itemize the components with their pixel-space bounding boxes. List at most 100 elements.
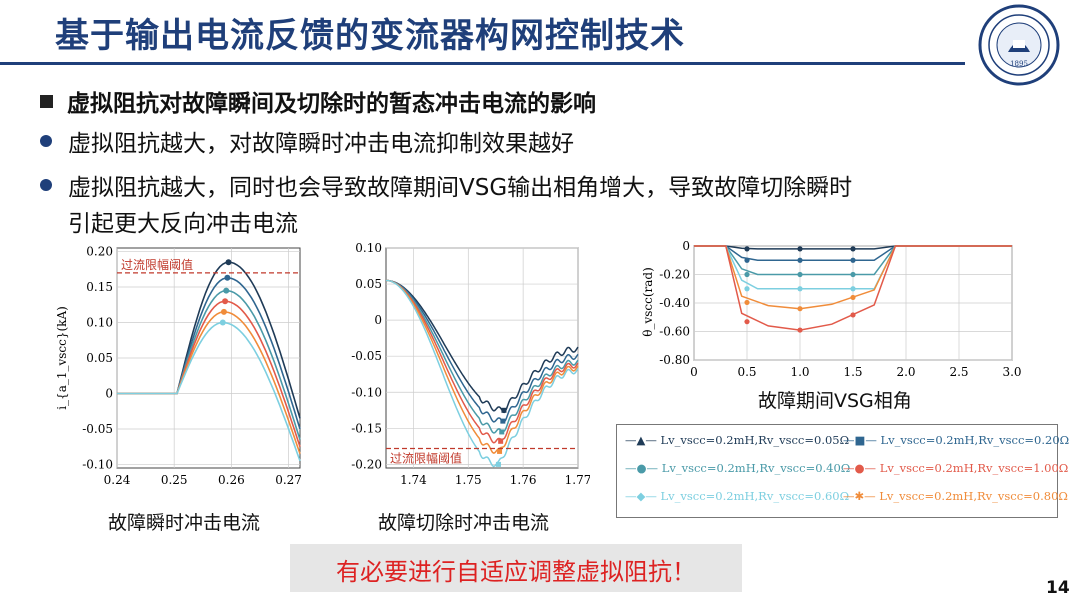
y-axis-label: θ_vscc(rad) bbox=[641, 267, 655, 337]
series-marker bbox=[797, 246, 803, 252]
series-line bbox=[117, 289, 301, 440]
series-marker bbox=[850, 246, 856, 252]
svg-text:1895: 1895 bbox=[1010, 60, 1028, 68]
bullet-item: 虚拟阻抗越大，对故障瞬时冲击电流抑制效果越好 bbox=[40, 124, 574, 158]
square-bullet-icon bbox=[40, 95, 53, 108]
x-tick-label: 1.75 bbox=[455, 473, 482, 487]
y-tick-label: 0.20 bbox=[86, 245, 113, 259]
bullet-text: 虚拟阻抗越大，同时也会导致故障期间VSG输出相角增大，导致故障切除瞬时 bbox=[68, 175, 853, 201]
series-line bbox=[386, 279, 579, 424]
vsg-phase-angle-chart: 0 0.5 1.0 1.5 2.0 2.5 3.0 0 -0.20 -0.40 -0.60 -0.80… bbox=[641, 240, 1022, 379]
y-tick-label: -0.15 bbox=[351, 421, 382, 435]
legend-item: —●— Lv_vscc=0.2mH,Rv_vscc=1.00Ω bbox=[843, 461, 1068, 475]
series-line bbox=[386, 279, 579, 444]
series-marker bbox=[499, 429, 505, 435]
y-tick-label: -0.20 bbox=[351, 457, 382, 471]
legend-item: —◆— Lv_vscc=0.2mH,Rv_vscc=0.60Ω bbox=[625, 489, 849, 503]
legend-label: Lv_vscc=0.2mH,Rv_vscc=0.40Ω bbox=[661, 461, 851, 475]
series-line bbox=[117, 277, 301, 430]
x-tick-label: 0.26 bbox=[218, 473, 245, 487]
chart3-caption: 故障期间VSG相角 bbox=[758, 390, 912, 412]
threshold-label: 过流限幅阈值 bbox=[121, 257, 193, 272]
x-tick-label: 0.5 bbox=[737, 365, 756, 379]
series-marker bbox=[850, 271, 856, 278]
legend-item: —▲— Lv_vscc=0.2mH,Rv_vscc=0.05Ω bbox=[625, 433, 849, 447]
y-tick-label: -0.60 bbox=[659, 325, 690, 339]
legend-marker-icon: —✱— bbox=[843, 489, 880, 503]
note-background bbox=[290, 544, 742, 592]
series-marker bbox=[495, 461, 501, 467]
series-marker bbox=[797, 257, 803, 263]
legend-marker-icon: —▲— bbox=[625, 433, 661, 447]
y-tick-label: -0.20 bbox=[659, 268, 690, 282]
y-tick-label: -0.10 bbox=[351, 385, 382, 399]
series-line bbox=[386, 279, 579, 454]
chart-legend: —▲— Lv_vscc=0.2mH,Rv_vscc=0.05Ω —●— Lv_vs… bbox=[616, 424, 1069, 518]
x-tick-label: 0.24 bbox=[104, 473, 131, 487]
threshold-label: 过流限幅阈值 bbox=[390, 451, 462, 466]
series-line bbox=[386, 279, 579, 414]
bullet-dot-icon bbox=[40, 179, 52, 191]
series-marker bbox=[744, 286, 750, 292]
series-marker bbox=[744, 319, 750, 325]
series-marker bbox=[498, 438, 504, 444]
y-tick-label: 0.10 bbox=[86, 316, 113, 330]
legend-marker-icon: —◆— bbox=[625, 489, 661, 503]
y-tick-label: 0.05 bbox=[355, 277, 382, 291]
legend-marker-icon: —●— bbox=[625, 461, 662, 475]
legend-label: Lv_vscc=0.2mH,Rv_vscc=1.00Ω bbox=[879, 461, 1069, 475]
series-marker bbox=[225, 259, 232, 266]
x-tick-label: 0 bbox=[690, 365, 698, 379]
series-marker bbox=[797, 306, 803, 312]
page-title: 基于输出电流反馈的变流器构网控制技术 bbox=[55, 16, 685, 56]
section-heading: 虚拟阻抗对故障瞬间及切除时的暂态冲击电流的影响 bbox=[40, 84, 596, 118]
x-tick-label: 3.0 bbox=[1002, 365, 1021, 379]
series-marker bbox=[850, 312, 856, 318]
bullet-item: 虚拟阻抗越大，同时也会导致故障期间VSG输出相角增大，导致故障切除瞬时 bbox=[40, 168, 852, 202]
y-tick-label: 0 bbox=[682, 240, 690, 253]
x-tick-label: 1.5 bbox=[843, 365, 862, 379]
y-tick-label: -0.40 bbox=[659, 296, 690, 310]
series-marker bbox=[223, 287, 230, 294]
series-marker bbox=[222, 298, 229, 305]
legend-label: Lv_vscc=0.2mH,Rv_vscc=0.05Ω bbox=[660, 433, 850, 447]
legend-marker-icon: —●— bbox=[843, 461, 880, 475]
series-marker bbox=[220, 308, 227, 315]
fault-inrush-current-chart: 0.24 0.25 0.26 0.27 0.20 0.15 0.10 0.05 0 -0.05 -0… bbox=[55, 245, 302, 487]
x-tick-label: 1.76 bbox=[510, 473, 537, 487]
series-line bbox=[117, 311, 301, 455]
y-tick-label: -0.05 bbox=[351, 349, 382, 363]
y-tick-label: -0.05 bbox=[82, 422, 113, 436]
x-tick-label: 2.0 bbox=[896, 365, 915, 379]
chart2-caption: 故障切除时冲击电流 bbox=[378, 512, 550, 534]
series-marker bbox=[497, 448, 503, 454]
series-marker bbox=[224, 274, 231, 281]
series-marker bbox=[744, 257, 750, 263]
legend-label: Lv_vscc=0.2mH,Rv_vscc=0.80Ω bbox=[879, 489, 1068, 503]
university-seal-icon: 1895 bbox=[978, 4, 1060, 86]
series-marker bbox=[501, 407, 507, 413]
x-tick-label: 0.27 bbox=[275, 473, 302, 487]
bullet-dot-icon bbox=[40, 135, 52, 147]
series-marker bbox=[797, 271, 803, 278]
series-marker bbox=[744, 299, 750, 306]
y-tick-label: -0.10 bbox=[82, 457, 113, 471]
y-axis-label: i_{a_1_vscc}(kA) bbox=[55, 306, 69, 410]
plot-frame bbox=[385, 247, 579, 469]
fault-clearing-current-chart: 1.74 1.75 1.76 1.77 0.10 0.05 0 -0.05 -0.10 -0.15… bbox=[351, 241, 590, 487]
series-marker bbox=[500, 418, 506, 424]
y-tick-label: 0 bbox=[105, 386, 113, 400]
series-marker bbox=[219, 319, 226, 326]
y-tick-label: 0.10 bbox=[355, 241, 382, 255]
x-tick-label: 0.25 bbox=[161, 473, 188, 487]
y-tick-label: 0.15 bbox=[86, 280, 113, 294]
series-marker bbox=[744, 246, 750, 252]
series-marker bbox=[850, 286, 856, 292]
series-line bbox=[386, 279, 579, 434]
y-tick-label: 0 bbox=[374, 313, 382, 327]
legend-item: —●— Lv_vscc=0.2mH,Rv_vscc=0.40Ω bbox=[625, 461, 850, 475]
series-marker bbox=[797, 327, 803, 333]
page-number: 14 bbox=[1046, 578, 1070, 598]
series-marker bbox=[744, 271, 750, 278]
legend-marker-icon: —■— bbox=[843, 433, 881, 447]
